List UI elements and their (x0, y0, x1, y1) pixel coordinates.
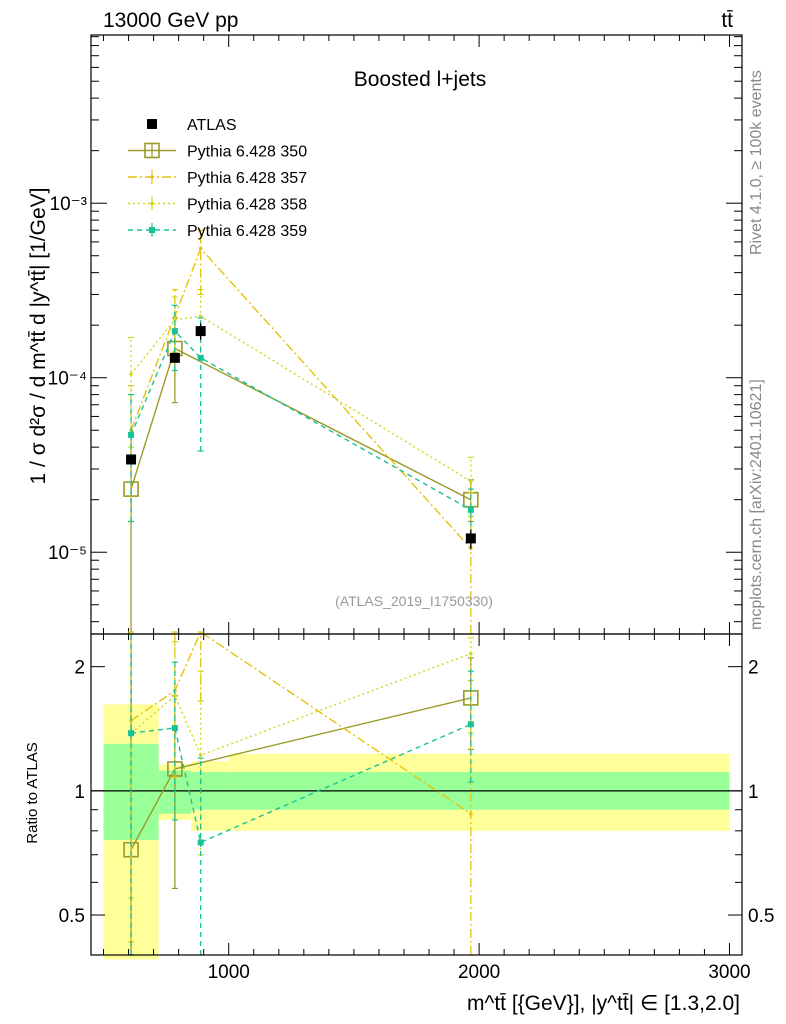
ratio-y-tick-label: 0.5 (59, 906, 85, 927)
ratio-y-tick-label: 1 (74, 782, 85, 803)
main-y-tick-label: 10⁻⁵ (48, 543, 87, 564)
ratio-p359-point (467, 721, 474, 728)
main-atlas-point (195, 326, 206, 337)
main-y-axis-label: 1 / σ d²σ / d m^tt̄ d |y^tt̄| [1/GeV] (27, 188, 50, 485)
x-tick-label: 3000 (708, 962, 750, 983)
main-p358-point (469, 479, 473, 484)
legend-marker (149, 227, 155, 233)
main-panel: 10⁻⁵ 10⁻⁴ 10⁻³ Boosted l+jets (ATLAS_2019_… (27, 34, 743, 635)
main-p358-point (173, 317, 177, 322)
header-left: 13000 GeV pp (103, 9, 238, 32)
mcplots-label: mcplots.cern.ch [arXiv:2401.10621] (748, 379, 765, 630)
main-y-tick-label: 10⁻³ (50, 194, 88, 215)
ratio-p357-point (469, 811, 473, 816)
main-p350-line (130, 347, 472, 501)
ratio-p357-line (130, 630, 472, 815)
ratio-frame (90, 633, 743, 956)
main-y-tick-label: 10⁻⁴ (48, 369, 87, 390)
legend-marker (150, 175, 154, 179)
legend-marker (144, 142, 160, 159)
legend-entry: Pythia 6.428 350 (187, 144, 307, 161)
analysis-label: (ATLAS_2019_I1750330) (335, 593, 493, 609)
main-title: Boosted l+jets (354, 68, 487, 91)
main-atlas-point (465, 533, 476, 544)
main-p357-line (130, 247, 472, 549)
ratio-y-tick-label-right: 2 (748, 658, 759, 679)
main-p359-point (197, 354, 204, 361)
main-atlas-point (126, 454, 137, 465)
main-p359-point (128, 431, 135, 438)
ratio-p359-line (131, 723, 472, 844)
ratio-p358-point (469, 651, 473, 656)
ratio-axes: 0.5 0.5 1 1 2 2 1000 2000 3000 (59, 633, 774, 983)
ratio-y-axis-label: Ratio to ATLAS (24, 742, 41, 843)
main-atlas-point (169, 352, 180, 363)
ratio-y-tick-label-right: 0.5 (748, 906, 774, 927)
legend: ATLAS Pythia 6.428 350 Pythia 6.428 357 Pyt… (128, 117, 307, 240)
legend-entry: ATLAS (187, 117, 237, 134)
ratio-p358-point (173, 693, 177, 698)
ratio-y-tick-label: 2 (74, 658, 85, 679)
legend-marker (147, 119, 157, 129)
x-axis-label: m^tt̄ [{GeV}], |y^tt̄| ∈ [1.3,2.0] (467, 992, 740, 1015)
ratio-p358-point (198, 753, 203, 758)
legend-entry: Pythia 6.428 357 (187, 170, 307, 187)
ratio-p359-point (197, 839, 204, 846)
main-p358-point (129, 372, 133, 376)
ratio-p359-point (171, 725, 178, 732)
main-p359-point (171, 328, 178, 335)
ratio-panel: 0.5 0.5 1 1 2 2 1000 2000 3000 Ratio to ATLAS m^… (24, 630, 774, 1015)
x-tick-label: 2000 (458, 962, 500, 983)
main-p359-line (130, 329, 472, 511)
ratio-p358-line (130, 653, 472, 757)
ratio-y-tick-label-right: 1 (748, 782, 759, 803)
legend-entry: Pythia 6.428 359 (187, 223, 307, 240)
rivet-label: Rivet 4.1.0, ≥ 100k events (748, 70, 765, 255)
legend-marker (150, 201, 154, 206)
main-p357-point (198, 246, 203, 251)
main-axes: 10⁻⁵ 10⁻⁴ 10⁻³ (48, 34, 743, 635)
main-p358-point (198, 314, 203, 319)
ratio-p359-point (128, 730, 135, 737)
x-tick-label: 1000 (208, 962, 250, 983)
ratio-plot-content (91, 630, 742, 960)
main-plot-content (123, 229, 479, 635)
header-right: tt̄ (721, 9, 733, 32)
main-p359-point (467, 506, 474, 513)
legend-entry: Pythia 6.428 358 (187, 197, 307, 214)
